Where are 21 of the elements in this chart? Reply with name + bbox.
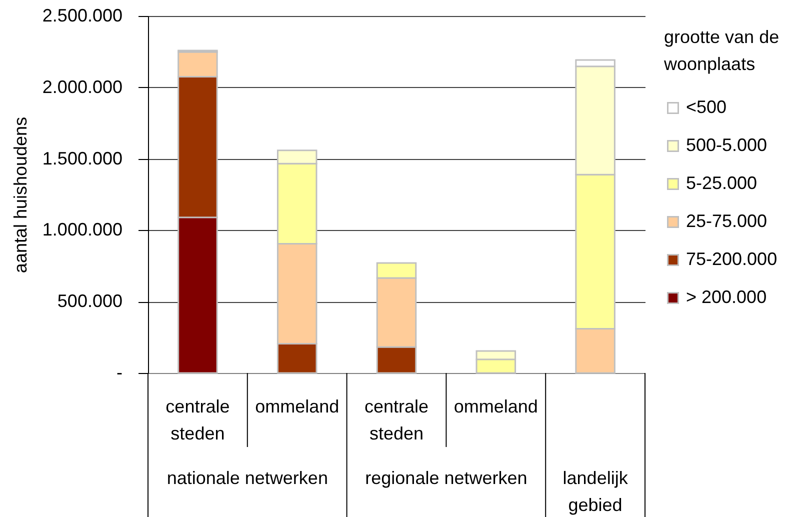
y-tick-label: -	[116, 362, 122, 382]
legend-label: 75-200.000	[686, 249, 778, 269]
y-axis-title: aantal huishoudens	[10, 116, 30, 274]
text: landelijk gebied	[562, 468, 629, 515]
legend-label: <500	[686, 97, 727, 117]
y-tick-label: 2.500.000	[42, 6, 122, 26]
y-tick-label: 1.000.000	[42, 220, 122, 240]
text: regionale netwerken	[365, 468, 528, 488]
x-tick-label: centrale steden	[166, 396, 230, 444]
legend-label: 25-75.000	[686, 211, 768, 231]
legend-label: > 200.000	[686, 287, 767, 307]
x-tick-label: centrale steden	[364, 396, 429, 444]
legend-label: 500-5.000	[686, 135, 768, 155]
text: nationale netwerken	[166, 468, 328, 488]
legend-label: 5-25.000	[686, 173, 758, 193]
legend-title: grootte van de woonplaats	[663, 27, 780, 74]
y-tick-label: 500.000	[57, 291, 122, 312]
y-tick-label: 2.000.000	[42, 76, 122, 97]
x-tick-label: ommeland	[255, 396, 340, 416]
y-tick-label: 1.500.000	[42, 148, 122, 168]
x-tick-label: ommeland	[454, 396, 538, 416]
